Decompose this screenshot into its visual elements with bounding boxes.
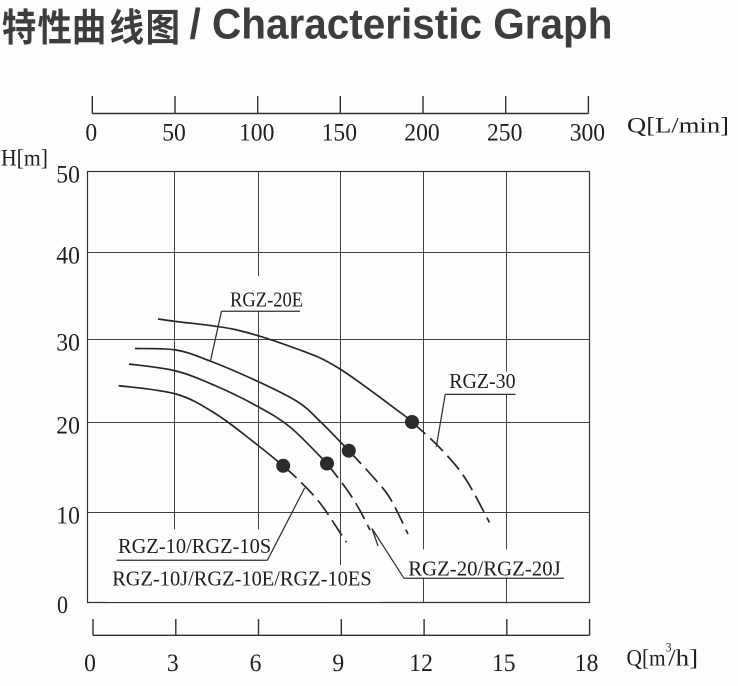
svg-text:H[m]: H[m] [1,146,48,171]
svg-text:RGZ-20/RGZ-20J: RGZ-20/RGZ-20J [408,556,561,580]
svg-text:30: 30 [56,329,80,356]
svg-text:RGZ-20E: RGZ-20E [230,287,303,311]
svg-text:20: 20 [56,412,80,439]
svg-text:0: 0 [85,120,97,147]
svg-text:Q[m: Q[m [627,646,666,671]
svg-text:Q[L/min]: Q[L/min] [627,113,729,138]
svg-text:/h]: /h] [668,646,698,671]
svg-text:3: 3 [666,640,672,655]
svg-text:RGZ-30: RGZ-30 [449,369,515,393]
svg-text:150: 150 [322,120,357,147]
svg-text:18: 18 [575,650,599,677]
svg-text:40: 40 [56,242,80,269]
svg-text:6: 6 [250,650,262,677]
svg-text:/ Characteristic Graph: / Characteristic Graph [190,2,613,49]
svg-text:250: 250 [487,120,522,147]
svg-text:9: 9 [332,650,344,677]
svg-text:RGZ-10/RGZ-10S: RGZ-10/RGZ-10S [118,534,271,558]
svg-text:RGZ-10J/RGZ-10E/RGZ-10ES: RGZ-10J/RGZ-10E/RGZ-10ES [112,567,372,591]
svg-text:0: 0 [57,592,68,619]
svg-text:200: 200 [404,120,439,147]
svg-text:50: 50 [56,161,80,188]
svg-text:50: 50 [162,120,186,147]
svg-text:12: 12 [409,650,433,677]
svg-text:100: 100 [239,120,274,147]
svg-text:15: 15 [492,650,516,677]
svg-text:300: 300 [570,120,605,147]
svg-text:10: 10 [56,502,80,529]
svg-text:3: 3 [167,650,179,677]
svg-text:0: 0 [84,650,96,677]
